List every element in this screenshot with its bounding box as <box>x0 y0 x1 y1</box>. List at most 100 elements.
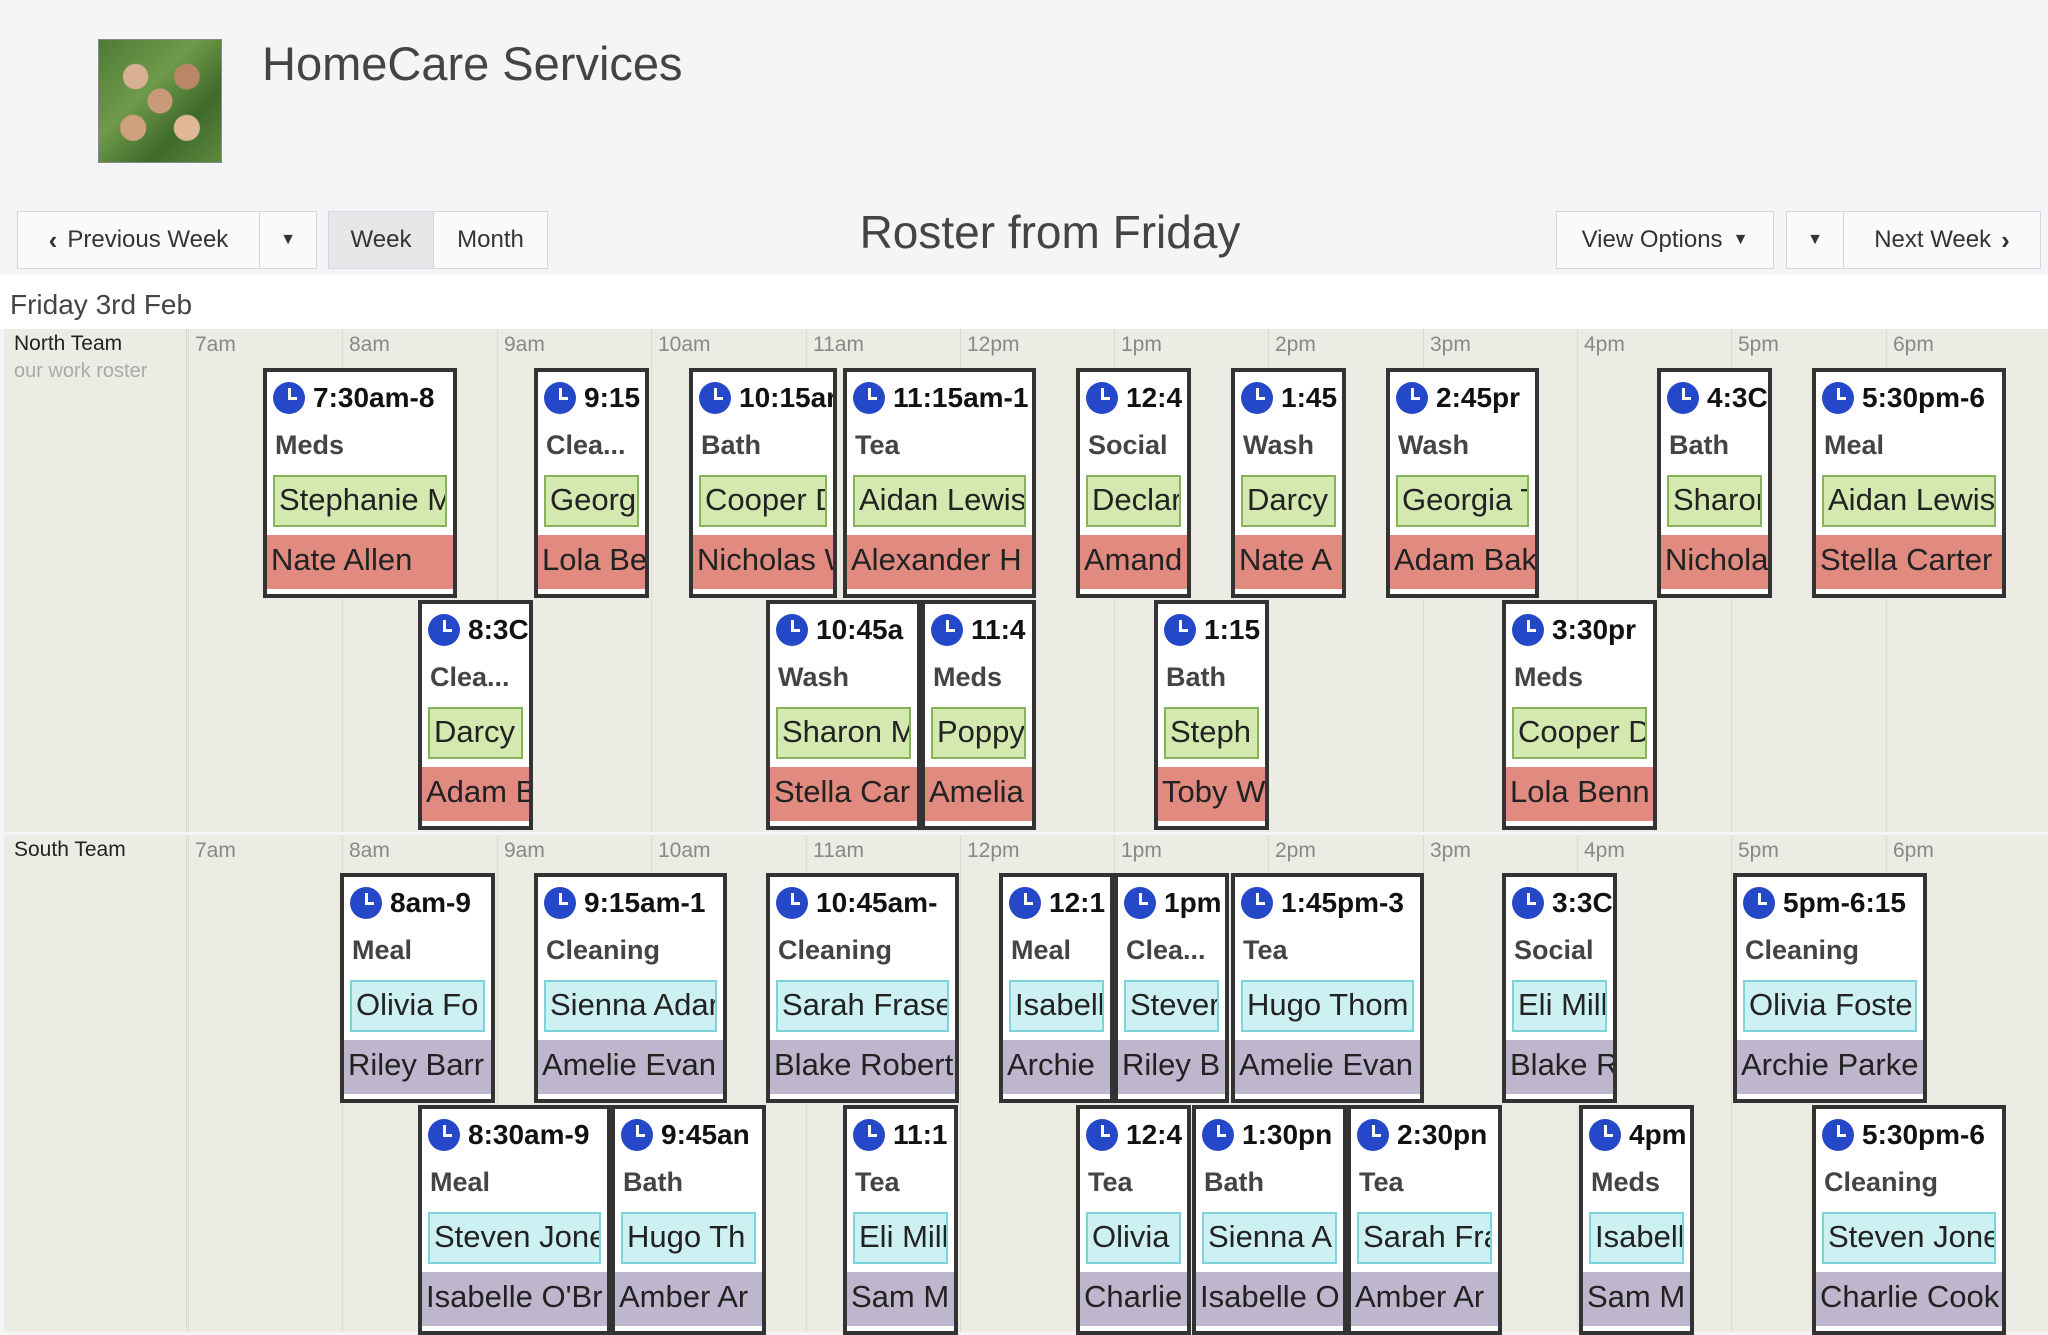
shift-client[interactable]: Riley Barr <box>344 1040 491 1094</box>
shift-worker[interactable]: Cooper D <box>699 475 827 527</box>
shift-worker[interactable]: Georgia T <box>1396 475 1529 527</box>
shift-client[interactable]: Adam Bak <box>1390 535 1535 589</box>
shift-card[interactable]: 11:1 Tea Eli Mill Sam M <box>843 1105 958 1335</box>
shift-card[interactable]: 1:45 Wash Darcy Nate A <box>1231 368 1346 598</box>
shift-client[interactable]: Amelie Evan <box>1235 1040 1420 1094</box>
shift-card[interactable]: 5:30pm-6 Meal Aidan Lewis Stella Carter <box>1812 368 2006 598</box>
shift-worker[interactable]: Steph <box>1164 707 1259 759</box>
shift-task: Tea <box>1359 1167 1404 1197</box>
shift-card[interactable]: 12:1 Meal Isabell Archie <box>999 873 1114 1103</box>
shift-card[interactable]: 5:30pm-6 Cleaning Steven Jone Charlie Cook <box>1812 1105 2006 1335</box>
shift-client[interactable]: Amelie Evan <box>538 1040 723 1094</box>
shift-worker[interactable]: Aidan Lewis <box>853 475 1026 527</box>
shift-worker[interactable]: Olivia Fo <box>350 980 485 1032</box>
shift-card[interactable]: 2:30pn Tea Sarah Fra Amber Ar <box>1347 1105 1502 1335</box>
shift-client[interactable]: Toby W <box>1158 767 1265 821</box>
shift-card[interactable]: 2:45pr Wash Georgia T Adam Bak <box>1386 368 1539 598</box>
hour-label: 3pm <box>1430 333 1471 356</box>
shift-worker[interactable]: Poppy <box>931 707 1026 759</box>
shift-client[interactable]: Archie Parke <box>1737 1040 1923 1094</box>
shift-worker[interactable]: Eli Mill <box>1512 980 1607 1032</box>
shift-worker[interactable]: Sharon M <box>776 707 911 759</box>
shift-card[interactable]: 3:30pr Meds Cooper D Lola Benn <box>1502 600 1657 830</box>
shift-card[interactable]: 4pm Meds Isabell Sam M <box>1579 1105 1694 1335</box>
shift-client[interactable]: Isabelle O <box>1196 1272 1343 1326</box>
shift-card[interactable]: 10:45a Wash Sharon M Stella Car <box>766 600 921 830</box>
shift-client[interactable]: Amelia <box>925 767 1032 821</box>
shift-client[interactable]: Blake Robert <box>770 1040 955 1094</box>
shift-card[interactable]: 5pm-6:15 Cleaning Olivia Foste Archie Parke <box>1733 873 1927 1103</box>
shift-card[interactable]: 9:15 Clea... Georg Lola Be <box>534 368 649 598</box>
shift-card[interactable]: 3:3C Social Eli Mill Blake R <box>1502 873 1617 1103</box>
shift-client[interactable]: Archie <box>1003 1040 1110 1094</box>
shift-card[interactable]: 9:15am-1 Cleaning Sienna Adar Amelie Evan <box>534 873 727 1103</box>
next-dropdown-button[interactable]: ▼ <box>1786 211 1844 269</box>
shift-worker[interactable]: Sienna A <box>1202 1212 1337 1264</box>
shift-worker[interactable]: Sharor <box>1667 475 1762 527</box>
shift-client[interactable]: Charlie <box>1080 1272 1187 1326</box>
shift-client[interactable]: Riley B <box>1118 1040 1225 1094</box>
shift-worker[interactable]: Aidan Lewis <box>1822 475 1996 527</box>
shift-worker[interactable]: Sarah Frase <box>776 980 949 1032</box>
shift-worker[interactable]: Isabell <box>1009 980 1104 1032</box>
shift-worker[interactable]: Isabell <box>1589 1212 1684 1264</box>
shift-card[interactable]: 8:30am-9 Meal Steven Jone Isabelle O'Br <box>418 1105 611 1335</box>
shift-client[interactable]: Nicholas W <box>693 535 833 589</box>
shift-card[interactable]: 10:15ar Bath Cooper D Nicholas W <box>689 368 837 598</box>
shift-worker[interactable]: Sarah Fra <box>1357 1212 1492 1264</box>
shift-client[interactable]: Nate A <box>1235 535 1342 589</box>
shift-client[interactable]: Sam M <box>1583 1272 1690 1326</box>
shift-worker[interactable]: Sienna Adar <box>544 980 717 1032</box>
previous-dropdown-button[interactable]: ▼ <box>259 211 317 269</box>
shift-worker[interactable]: Steven Jone <box>1822 1212 1996 1264</box>
shift-client[interactable]: Stella Carter <box>1816 535 2002 589</box>
shift-card[interactable]: 9:45an Bath Hugo Th Amber Ar <box>611 1105 766 1335</box>
shift-worker[interactable]: Stever <box>1124 980 1219 1032</box>
shift-worker[interactable]: Olivia Foste <box>1743 980 1917 1032</box>
shift-worker[interactable]: Darcy <box>428 707 523 759</box>
month-view-button[interactable]: Month <box>433 211 548 269</box>
shift-client[interactable]: Isabelle O'Br <box>422 1272 607 1326</box>
shift-client[interactable]: Stella Car <box>770 767 917 821</box>
shift-client[interactable]: Sam M <box>847 1272 954 1326</box>
shift-worker[interactable]: Olivia <box>1086 1212 1181 1264</box>
shift-card[interactable]: 11:15am-1 Tea Aidan Lewis Alexander H <box>843 368 1036 598</box>
week-view-button[interactable]: Week <box>328 211 434 269</box>
shift-worker[interactable]: Eli Mill <box>853 1212 948 1264</box>
shift-client[interactable]: Charlie Cook <box>1816 1272 2002 1326</box>
shift-card[interactable]: 8am-9 Meal Olivia Fo Riley Barr <box>340 873 495 1103</box>
shift-client[interactable]: Alexander H <box>847 535 1032 589</box>
shift-card[interactable]: 1:45pm-3 Tea Hugo Thom Amelie Evan <box>1231 873 1424 1103</box>
shift-worker[interactable]: Stephanie M <box>273 475 447 527</box>
next-week-button[interactable]: Next Week › <box>1843 211 2041 269</box>
shift-client[interactable]: Lola Be <box>538 535 645 589</box>
shift-client[interactable]: Nate Allen <box>267 535 453 589</box>
shift-client[interactable]: Amand <box>1080 535 1187 589</box>
shift-worker[interactable]: Hugo Th <box>621 1212 756 1264</box>
shift-card[interactable]: 1:15 Bath Steph Toby W <box>1154 600 1269 830</box>
shift-client[interactable]: Amber Ar <box>615 1272 762 1326</box>
shift-card[interactable]: 12:4 Tea Olivia Charlie <box>1076 1105 1191 1335</box>
shift-card[interactable]: 1:30pn Bath Sienna A Isabelle O <box>1192 1105 1347 1335</box>
shift-worker[interactable]: Georg <box>544 475 639 527</box>
shift-client[interactable]: Amber Ar <box>1351 1272 1498 1326</box>
shift-card[interactable]: 11:4 Meds Poppy Amelia <box>921 600 1036 830</box>
shift-card[interactable]: 4:3C Bath Sharor Nichola <box>1657 368 1772 598</box>
shift-worker[interactable]: Cooper D <box>1512 707 1647 759</box>
shift-worker[interactable]: Steven Jone <box>428 1212 601 1264</box>
shift-card[interactable]: 1pm Clea... Stever Riley B <box>1114 873 1229 1103</box>
shift-card[interactable]: 12:4 Social Declar Amand <box>1076 368 1191 598</box>
previous-week-button[interactable]: ‹ Previous Week <box>17 211 260 269</box>
view-options-button[interactable]: View Options ▼ <box>1556 211 1774 269</box>
shift-card[interactable]: 8:3C Clea... Darcy Adam B <box>418 600 533 830</box>
shift-client[interactable]: Nichola <box>1661 535 1768 589</box>
shift-worker[interactable]: Declar <box>1086 475 1181 527</box>
shift-card[interactable]: 10:45am- Cleaning Sarah Frase Blake Robert <box>766 873 959 1103</box>
shift-card[interactable]: 7:30am-8 Meds Stephanie M Nate Allen <box>263 368 457 598</box>
shift-client[interactable]: Blake R <box>1506 1040 1613 1094</box>
shift-worker[interactable]: Hugo Thom <box>1241 980 1414 1032</box>
shift-worker[interactable]: Darcy <box>1241 475 1336 527</box>
shift-time-text: 5:30pm-6 <box>1862 1119 1985 1150</box>
shift-client[interactable]: Adam B <box>422 767 529 821</box>
shift-client[interactable]: Lola Benn <box>1506 767 1653 821</box>
